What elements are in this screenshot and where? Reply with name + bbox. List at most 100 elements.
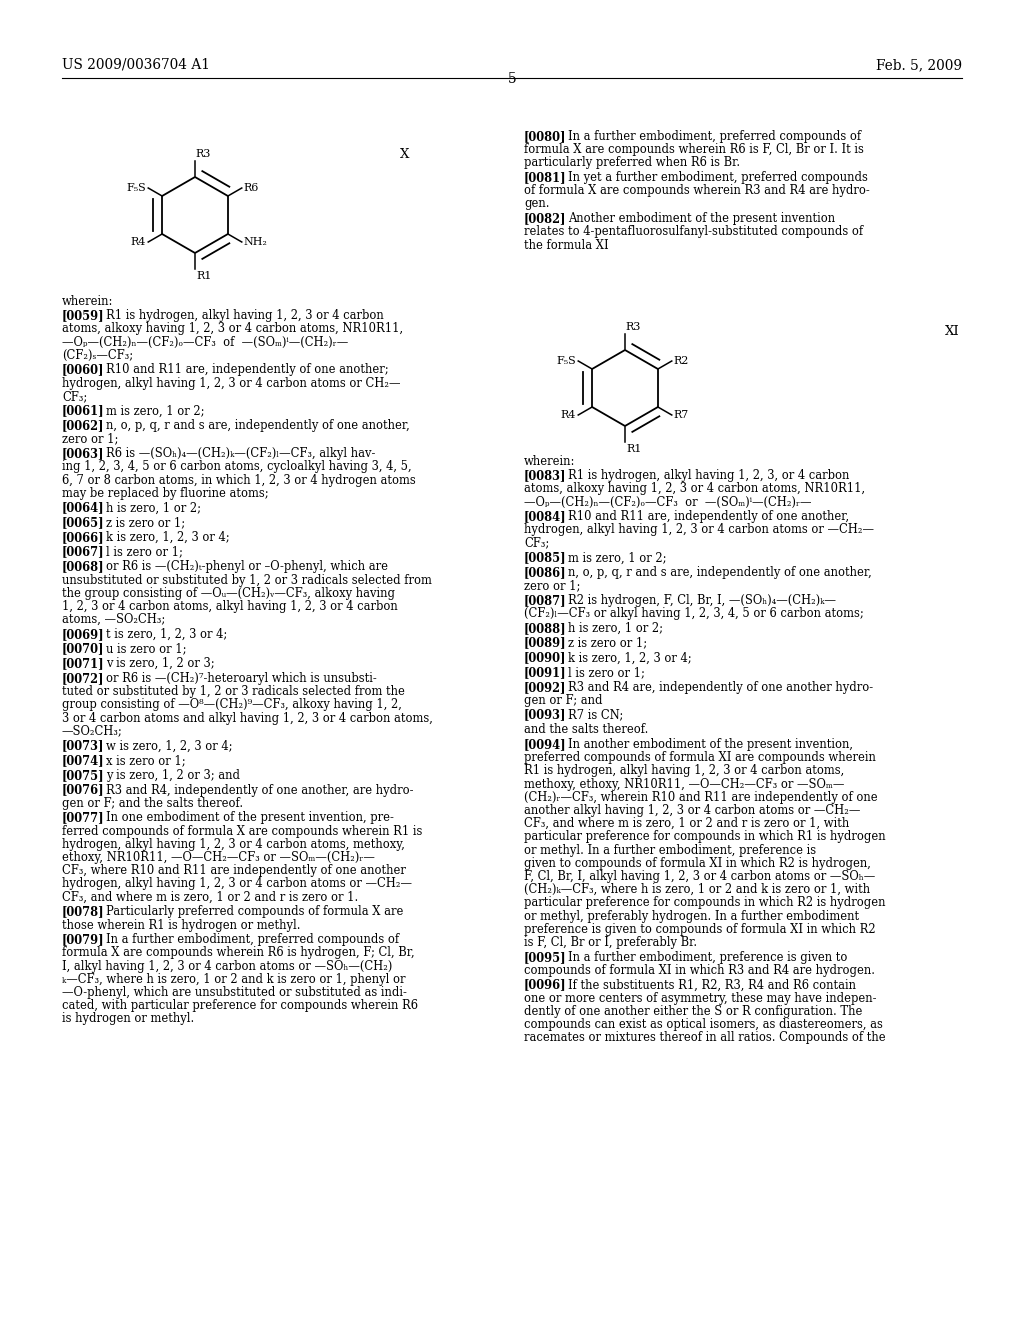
Text: R7: R7	[674, 411, 689, 420]
Text: [0069]: [0069]	[62, 628, 104, 640]
Text: In a further embodiment, preferred compounds of: In a further embodiment, preferred compo…	[106, 933, 399, 946]
Text: 6, 7 or 8 carbon atoms, in which 1, 2, 3 or 4 hydrogen atoms: 6, 7 or 8 carbon atoms, in which 1, 2, 3…	[62, 474, 416, 487]
Text: zero or 1;: zero or 1;	[524, 579, 581, 593]
Text: preferred compounds of formula XI are compounds wherein: preferred compounds of formula XI are co…	[524, 751, 876, 764]
Text: [0064]: [0064]	[62, 502, 104, 515]
Text: and the salts thereof.: and the salts thereof.	[524, 723, 648, 737]
Text: of formula X are compounds wherein R3 and R4 are hydro-: of formula X are compounds wherein R3 an…	[524, 185, 869, 197]
Text: F₅S: F₅S	[556, 356, 577, 366]
Text: [0066]: [0066]	[62, 531, 104, 544]
Text: R6 is —(SOₕ)₄—(CH₂)ₖ—(CF₂)ₗ—CF₃, alkyl hav-: R6 is —(SOₕ)₄—(CH₂)ₖ—(CF₂)ₗ—CF₃, alkyl h…	[106, 447, 376, 461]
Text: [0062]: [0062]	[62, 420, 104, 433]
Text: those wherein R1 is hydrogen or methyl.: those wherein R1 is hydrogen or methyl.	[62, 919, 300, 932]
Text: R3 and R4, independently of one another, are hydro-: R3 and R4, independently of one another,…	[106, 784, 414, 796]
Text: R7 is CN;: R7 is CN;	[568, 709, 624, 722]
Text: [0089]: [0089]	[524, 636, 566, 649]
Text: z is zero or 1;: z is zero or 1;	[568, 636, 647, 649]
Text: x is zero or 1;: x is zero or 1;	[106, 754, 185, 767]
Text: R3: R3	[625, 322, 640, 333]
Text: [0072]: [0072]	[62, 672, 104, 685]
Text: atoms, alkoxy having 1, 2, 3 or 4 carbon atoms, NR10R11,: atoms, alkoxy having 1, 2, 3 or 4 carbon…	[524, 482, 865, 495]
Text: R2 is hydrogen, F, Cl, Br, I, —(SOₕ)₄—(CH₂)ₖ—: R2 is hydrogen, F, Cl, Br, I, —(SOₕ)₄—(C…	[568, 594, 836, 607]
Text: XI: XI	[945, 325, 961, 338]
Text: F, Cl, Br, I, alkyl having 1, 2, 3 or 4 carbon atoms or —SOₕ—: F, Cl, Br, I, alkyl having 1, 2, 3 or 4 …	[524, 870, 876, 883]
Text: [0082]: [0082]	[524, 213, 566, 226]
Text: (CH₂)ₖ—CF₃, where h is zero, 1 or 2 and k is zero or 1, with: (CH₂)ₖ—CF₃, where h is zero, 1 or 2 and …	[524, 883, 870, 896]
Text: gen or F; and: gen or F; and	[524, 694, 602, 708]
Text: —SO₂CH₃;: —SO₂CH₃;	[62, 725, 123, 738]
Text: n, o, p, q, r and s are, independently of one another,: n, o, p, q, r and s are, independently o…	[568, 566, 871, 579]
Text: R6: R6	[244, 183, 259, 193]
Text: atoms, —SO₂CH₃;: atoms, —SO₂CH₃;	[62, 612, 165, 626]
Text: hydrogen, alkyl having 1, 2, 3 or 4 carbon atoms, methoxy,: hydrogen, alkyl having 1, 2, 3 or 4 carb…	[62, 838, 404, 851]
Text: [0095]: [0095]	[524, 950, 566, 964]
Text: v is zero, 1, 2 or 3;: v is zero, 1, 2 or 3;	[106, 657, 215, 671]
Text: m is zero, 1 or 2;: m is zero, 1 or 2;	[106, 405, 205, 417]
Text: hydrogen, alkyl having 1, 2, 3 or 4 carbon atoms or —CH₂—: hydrogen, alkyl having 1, 2, 3 or 4 carb…	[524, 524, 874, 536]
Text: ethoxy, NR10R11, —O—CH₂—CF₃ or —SOₘ—(CH₂)ᵣ—: ethoxy, NR10R11, —O—CH₂—CF₃ or —SOₘ—(CH₂…	[62, 851, 375, 865]
Text: R4: R4	[561, 411, 577, 420]
Text: h is zero, 1 or 2;: h is zero, 1 or 2;	[106, 502, 201, 515]
Text: hydrogen, alkyl having 1, 2, 3 or 4 carbon atoms or —CH₂—: hydrogen, alkyl having 1, 2, 3 or 4 carb…	[62, 878, 412, 891]
Text: [0063]: [0063]	[62, 447, 104, 461]
Text: another alkyl having 1, 2, 3 or 4 carbon atoms or —CH₂—: another alkyl having 1, 2, 3 or 4 carbon…	[524, 804, 860, 817]
Text: is F, Cl, Br or I, preferably Br.: is F, Cl, Br or I, preferably Br.	[524, 936, 697, 949]
Text: wherein:: wherein:	[62, 294, 114, 308]
Text: [0084]: [0084]	[524, 511, 566, 523]
Text: CF₃;: CF₃;	[62, 389, 87, 403]
Text: [0073]: [0073]	[62, 739, 104, 752]
Text: ing 1, 2, 3, 4, 5 or 6 carbon atoms, cycloalkyl having 3, 4, 5,: ing 1, 2, 3, 4, 5 or 6 carbon atoms, cyc…	[62, 461, 412, 474]
Text: z is zero or 1;: z is zero or 1;	[106, 516, 185, 529]
Text: zero or 1;: zero or 1;	[62, 433, 119, 446]
Text: t is zero, 1, 2, 3 or 4;: t is zero, 1, 2, 3 or 4;	[106, 628, 227, 640]
Text: particular preference for compounds in which R1 is hydrogen: particular preference for compounds in w…	[524, 830, 886, 843]
Text: k is zero, 1, 2, 3 or 4;: k is zero, 1, 2, 3 or 4;	[568, 651, 691, 664]
Text: wherein:: wherein:	[524, 455, 575, 469]
Text: racemates or mixtures thereof in all ratios. Compounds of the: racemates or mixtures thereof in all rat…	[524, 1031, 886, 1044]
Text: is hydrogen or methyl.: is hydrogen or methyl.	[62, 1012, 195, 1026]
Text: [0090]: [0090]	[524, 651, 566, 664]
Text: particularly preferred when R6 is Br.: particularly preferred when R6 is Br.	[524, 156, 740, 169]
Text: n, o, p, q, r and s are, independently of one another,: n, o, p, q, r and s are, independently o…	[106, 420, 410, 433]
Text: ferred compounds of formula X are compounds wherein R1 is: ferred compounds of formula X are compou…	[62, 825, 422, 838]
Text: F₅S: F₅S	[127, 183, 146, 193]
Text: gen or F; and the salts thereof.: gen or F; and the salts thereof.	[62, 797, 243, 809]
Text: unsubstituted or substituted by 1, 2 or 3 radicals selected from: unsubstituted or substituted by 1, 2 or …	[62, 573, 432, 586]
Text: or R6 is —(CH₂)ₜ-phenyl or –O-phenyl, which are: or R6 is —(CH₂)ₜ-phenyl or –O-phenyl, wh…	[106, 560, 388, 573]
Text: the formula XI: the formula XI	[524, 239, 608, 252]
Text: dently of one another either the S or R configuration. The: dently of one another either the S or R …	[524, 1005, 862, 1018]
Text: [0096]: [0096]	[524, 978, 566, 991]
Text: R1 is hydrogen, alkyl having 1, 2, 3 or 4 carbon atoms,: R1 is hydrogen, alkyl having 1, 2, 3 or …	[524, 764, 844, 777]
Text: or methyl. In a further embodiment, preference is: or methyl. In a further embodiment, pref…	[524, 843, 816, 857]
Text: [0067]: [0067]	[62, 545, 104, 558]
Text: Particularly preferred compounds of formula X are: Particularly preferred compounds of form…	[106, 906, 403, 919]
Text: the group consisting of —Oᵤ—(CH₂)ᵥ—CF₃, alkoxy having: the group consisting of —Oᵤ—(CH₂)ᵥ—CF₃, …	[62, 586, 395, 599]
Text: [0077]: [0077]	[62, 812, 104, 825]
Text: u is zero or 1;: u is zero or 1;	[106, 643, 186, 656]
Text: 3 or 4 carbon atoms and alkyl having 1, 2, 3 or 4 carbon atoms,: 3 or 4 carbon atoms and alkyl having 1, …	[62, 711, 433, 725]
Text: one or more centers of asymmetry, these may have indepen-: one or more centers of asymmetry, these …	[524, 991, 877, 1005]
Text: 5: 5	[508, 73, 516, 86]
Text: [0060]: [0060]	[62, 363, 104, 376]
Text: [0074]: [0074]	[62, 754, 104, 767]
Text: [0086]: [0086]	[524, 566, 566, 579]
Text: [0061]: [0061]	[62, 405, 104, 417]
Text: R10 and R11 are, independently of one another,: R10 and R11 are, independently of one an…	[568, 511, 849, 523]
Text: m is zero, 1 or 2;: m is zero, 1 or 2;	[568, 552, 667, 565]
Text: methoxy, ethoxy, NR10R11, —O—CH₂—CF₃ or —SOₘ—: methoxy, ethoxy, NR10R11, —O—CH₂—CF₃ or …	[524, 777, 845, 791]
Text: [0087]: [0087]	[524, 594, 566, 607]
Text: (CF₂)ₗ—CF₃ or alkyl having 1, 2, 3, 4, 5 or 6 carbon atoms;: (CF₂)ₗ—CF₃ or alkyl having 1, 2, 3, 4, 5…	[524, 607, 864, 620]
Text: [0092]: [0092]	[524, 681, 566, 694]
Text: X: X	[400, 148, 410, 161]
Text: [0078]: [0078]	[62, 906, 104, 919]
Text: [0093]: [0093]	[524, 709, 566, 722]
Text: In another embodiment of the present invention,: In another embodiment of the present inv…	[568, 738, 853, 751]
Text: I, alkyl having 1, 2, 3 or 4 carbon atoms or —SOₕ—(CH₂): I, alkyl having 1, 2, 3 or 4 carbon atom…	[62, 960, 392, 973]
Text: [0085]: [0085]	[524, 552, 566, 565]
Text: [0080]: [0080]	[524, 129, 566, 143]
Text: 1, 2, 3 or 4 carbon atoms, alkyl having 1, 2, 3 or 4 carbon: 1, 2, 3 or 4 carbon atoms, alkyl having …	[62, 599, 397, 612]
Text: w is zero, 1, 2, 3 or 4;: w is zero, 1, 2, 3 or 4;	[106, 739, 232, 752]
Text: R4: R4	[131, 238, 146, 247]
Text: [0068]: [0068]	[62, 560, 104, 573]
Text: k is zero, 1, 2, 3 or 4;: k is zero, 1, 2, 3 or 4;	[106, 531, 229, 544]
